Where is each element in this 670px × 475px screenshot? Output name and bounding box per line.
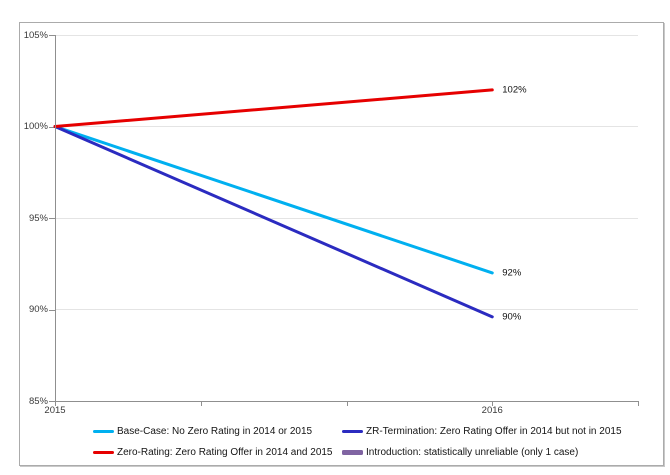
legend-label-zero-rating: Zero-Rating: Zero Rating Offer in 2014 a…: [117, 446, 333, 458]
x-axis-line: [55, 401, 639, 402]
legend-item-introduction: Introduction: statistically unreliable (…: [342, 446, 578, 458]
series-line-base-case: [53, 125, 494, 275]
y-axis-tick: [49, 218, 55, 219]
plot-area: 92% 90% 102%: [53, 34, 638, 401]
y-axis-tick: [49, 401, 55, 402]
figure-border: [19, 22, 664, 466]
x-axis-tick-label: 2016: [481, 405, 503, 416]
legend-item-zero-rating: Zero-Rating: Zero Rating Offer in 2014 a…: [93, 446, 333, 458]
gridline: [55, 309, 638, 310]
y-axis-tick-label: 90%: [28, 304, 48, 315]
x-axis-tick: [638, 402, 639, 406]
data-label-zero-rating: 102%: [502, 84, 527, 96]
legend-swatch-zero-rating-line: [93, 450, 114, 454]
legend-swatch-introduction-line: [342, 449, 363, 455]
data-label-base-case: 92%: [502, 267, 522, 279]
series-line-zero-rating: [53, 88, 494, 128]
legend-item-base-case: Base-Case: No Zero Rating in 2014 or 201…: [93, 425, 312, 437]
legend-swatch-base-case-line: [93, 429, 114, 433]
series-line-zr-termination: [53, 125, 494, 319]
gridline: [55, 34, 638, 36]
legend-swatch-zr-termination-line: [342, 429, 363, 433]
y-axis-tick: [49, 309, 55, 311]
y-axis-tick-label: 85%: [28, 395, 48, 407]
y-axis-tick-label: 105%: [23, 29, 48, 41]
y-axis-tick: [49, 35, 55, 36]
y-axis-tick: [49, 126, 55, 128]
x-axis-tick-label: 2015: [44, 405, 66, 416]
legend-label-base-case: Base-Case: No Zero Rating in 2014 or 201…: [117, 425, 313, 437]
y-axis-line: [55, 35, 56, 402]
plot-svg: [53, 88, 494, 319]
x-axis-tick: [200, 402, 202, 406]
legend-item-zr-termination: ZR-Termination: Zero Rating Offer in 201…: [342, 425, 622, 437]
data-label-zr-termination: 90%: [502, 311, 522, 323]
gridline: [55, 126, 638, 127]
y-axis-tick-label: 95%: [28, 212, 48, 224]
gridline: [55, 217, 638, 219]
legend-label-introduction: Introduction: statistically unreliable (…: [366, 446, 579, 458]
legend-label-zr-termination: ZR-Termination: Zero Rating Offer in 201…: [366, 425, 622, 437]
x-axis-tick: [346, 402, 348, 406]
x-axis-tick: [492, 402, 494, 406]
x-axis-tick: [55, 402, 56, 406]
y-axis-tick-label: 100%: [23, 121, 48, 132]
